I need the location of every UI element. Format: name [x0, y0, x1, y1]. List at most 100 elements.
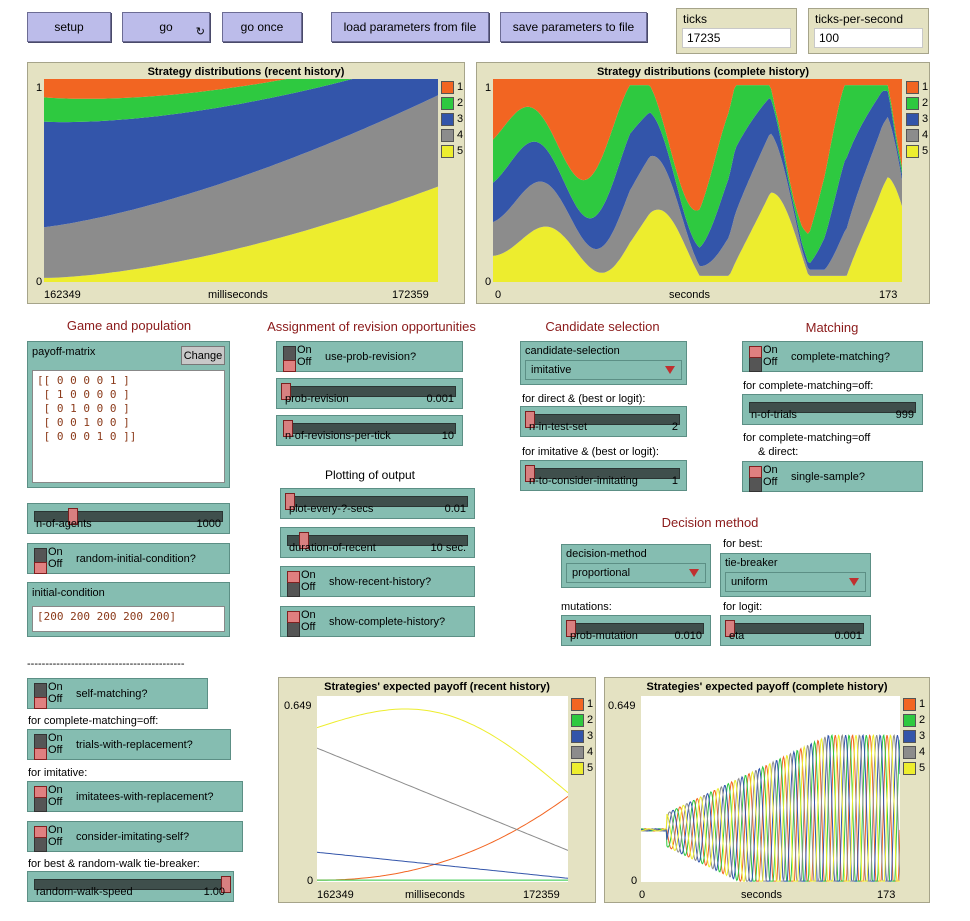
slider-value: 10 sec.	[430, 542, 466, 554]
switch-label: trials-with-replacement?	[76, 738, 193, 751]
change-button[interactable]: Change	[181, 346, 225, 365]
plot-title: Strategies' expected payoff (recent hist…	[324, 681, 550, 693]
plot-payoff-recent[interactable]: Strategies' expected payoff (recent hist…	[278, 677, 596, 903]
plot-title: Strategy distributions (complete history…	[596, 66, 810, 78]
self-matching-switch[interactable]: On Off self-matching?	[27, 678, 208, 709]
section-title-matching: Matching	[805, 320, 859, 335]
chooser-value-box[interactable]: proportional	[566, 563, 706, 583]
plot-dist-recent[interactable]: Strategy distributions (recent history) …	[27, 42, 465, 304]
legend-label: 1	[457, 81, 464, 93]
switch-label: consider-imitating-self?	[76, 830, 190, 843]
initial-condition-label: initial-condition	[32, 587, 105, 599]
chooser-value-box[interactable]: uniform	[725, 572, 866, 592]
show-recent-history-switch[interactable]: On Off show-recent-history?	[280, 566, 475, 597]
switch-knob[interactable]	[749, 466, 762, 478]
legend-item-1: 1	[441, 79, 463, 95]
line-strategy-1	[640, 734, 901, 882]
payoff-matrix-text[interactable]: [[ 0 0 0 0 1 ] [ 1 0 0 0 0 ] [ 0 1 0 0 0…	[32, 370, 225, 483]
payoff-matrix-input[interactable]: payoff-matrix Change [[ 0 0 0 0 1 ] [ 1 …	[27, 341, 230, 488]
legend-swatch	[571, 729, 584, 743]
slider-label: n-of-trials	[751, 409, 797, 421]
n-of-revisions-slider[interactable]: n-of-revisions-per-tick 10	[276, 415, 463, 446]
decision-method-chooser[interactable]: decision-method proportional	[561, 544, 711, 588]
area-strategy-5	[493, 177, 902, 282]
setup-button[interactable]: setup	[27, 12, 111, 42]
line-strategy-5	[316, 708, 569, 794]
chooser-value-box[interactable]: imitative	[525, 360, 682, 380]
eta-slider[interactable]: eta 0.001	[720, 615, 871, 646]
slider-thumb[interactable]	[525, 465, 535, 482]
tie-breaker-chooser[interactable]: tie-breaker uniform	[720, 553, 871, 597]
y-min-label: 0	[36, 276, 43, 288]
switch-knob[interactable]	[287, 611, 300, 623]
complete-matching-switch[interactable]: On Off complete-matching?	[742, 341, 923, 372]
legend-swatch	[441, 96, 454, 110]
switch-knob[interactable]	[283, 360, 296, 372]
slider-track[interactable]	[287, 535, 468, 546]
switch-label: use-prob-revision?	[325, 350, 417, 363]
line-strategy-3	[316, 851, 569, 879]
single-sample-switch[interactable]: On Off single-sample?	[742, 461, 923, 492]
dropdown-arrow-icon	[849, 578, 859, 586]
load-parameters-button[interactable]: load parameters from file	[331, 12, 489, 42]
dropdown-arrow-icon	[665, 366, 675, 374]
slider-thumb[interactable]	[283, 420, 293, 437]
switch-knob[interactable]	[34, 748, 47, 760]
legend-label: 2	[922, 97, 929, 109]
ticks-per-second-value: 100	[814, 28, 923, 48]
slider-value: 0.010	[674, 630, 702, 642]
switch-knob[interactable]	[34, 697, 47, 709]
show-complete-history-switch[interactable]: On Off show-complete-history?	[280, 606, 475, 637]
consider-imitating-self-switch[interactable]: On Off consider-imitating-self?	[27, 821, 243, 852]
switch-knob[interactable]	[34, 826, 47, 838]
switch-knob[interactable]	[287, 571, 300, 583]
switch-knob[interactable]	[34, 562, 47, 574]
switch-knob[interactable]	[749, 346, 762, 358]
random-initial-condition-switch[interactable]: On Off random-initial-condition?	[27, 543, 230, 574]
save-parameters-button[interactable]: save parameters to file	[500, 12, 647, 42]
area-strategy-5	[44, 186, 438, 282]
slider-track[interactable]	[34, 511, 223, 522]
x-axis-label: seconds	[741, 889, 782, 901]
n-to-consider-imitating-slider[interactable]: n-to-consider-imitating 1	[520, 460, 687, 491]
plot-payoff-complete[interactable]: Strategies' expected payoff (complete hi…	[604, 677, 930, 903]
switch-knob[interactable]	[34, 786, 47, 798]
plot-title: Strategies' expected payoff (complete hi…	[646, 681, 888, 693]
slider-thumb[interactable]	[221, 876, 231, 893]
y-max-label: 1	[36, 82, 43, 94]
slider-thumb[interactable]	[525, 411, 535, 428]
slider-value: 1	[671, 475, 678, 487]
go-once-button[interactable]: go once	[222, 12, 302, 42]
prob-mutation-slider[interactable]: prob-mutation 0.010	[561, 615, 711, 646]
slider-thumb[interactable]	[725, 620, 735, 637]
legend-swatch	[906, 80, 919, 94]
slider-thumb[interactable]	[566, 620, 576, 637]
n-of-trials-slider[interactable]: n-of-trials 999	[742, 394, 923, 425]
slider-track[interactable]	[749, 402, 916, 413]
use-prob-revision-switch[interactable]: On Off use-prob-revision?	[276, 341, 463, 372]
initial-condition-text[interactable]: [200 200 200 200 200]	[32, 606, 225, 632]
slider-thumb[interactable]	[68, 508, 78, 525]
initial-condition-input[interactable]: initial-condition [200 200 200 200 200]	[27, 582, 230, 637]
trials-with-replacement-switch[interactable]: On Off trials-with-replacement?	[27, 729, 231, 760]
switch-label: complete-matching?	[791, 350, 891, 363]
prob-revision-slider[interactable]: prob-revision 0.001	[276, 378, 463, 409]
slider-thumb[interactable]	[281, 383, 291, 400]
plot-dist-complete[interactable]: Strategy distributions (complete history…	[476, 62, 930, 304]
switch-off-label: Off	[301, 581, 316, 593]
legend-item-4: 4	[906, 127, 928, 143]
imitatees-with-replacement-switch[interactable]: On Off imitatees-with-replacement?	[27, 781, 243, 812]
n-in-test-set-slider[interactable]: n-in-test-set 2	[520, 406, 687, 437]
go-button[interactable]: go ↻	[122, 12, 210, 42]
legend: 1 2 3 4 5	[906, 79, 928, 159]
plot-every-slider[interactable]: plot-every-?-secs 0.01	[280, 488, 475, 519]
duration-of-recent-slider[interactable]: duration-of-recent 10 sec.	[280, 527, 475, 558]
random-walk-speed-slider[interactable]: random-walk-speed 1.00	[27, 871, 234, 902]
section-title-game: Game and population	[66, 318, 192, 333]
legend-label: 5	[922, 145, 929, 157]
n-of-agents-slider[interactable]: n-of-agents 1000	[27, 503, 230, 534]
slider-thumb[interactable]	[285, 493, 295, 510]
candidate-selection-chooser[interactable]: candidate-selection imitative	[520, 341, 687, 385]
legend-swatch	[441, 144, 454, 158]
slider-thumb[interactable]	[299, 532, 309, 549]
